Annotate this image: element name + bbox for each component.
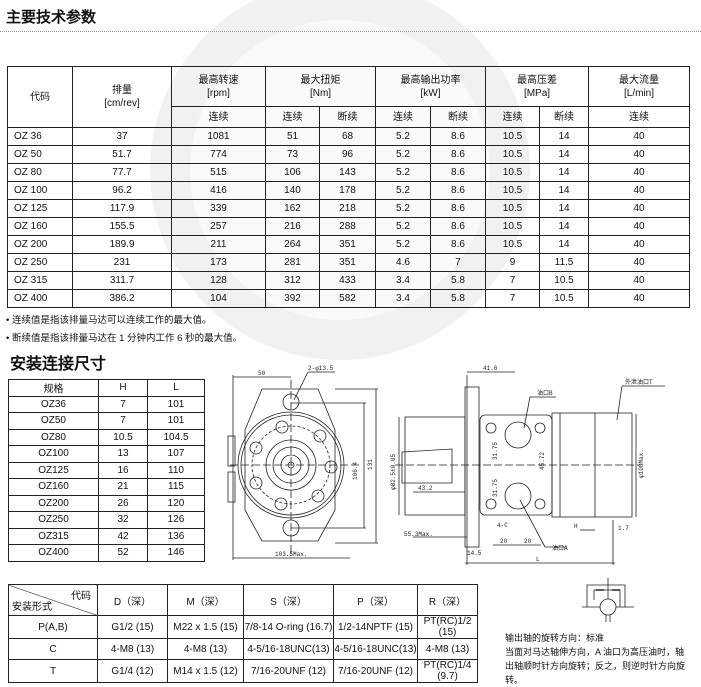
size-table: 规格 H L OZ36 7 101 OZ50 7 101 OZ80 10.5 104.5 OZ10…: [8, 379, 205, 562]
cell: 4-5/16-18UNC(13): [333, 638, 418, 660]
cell: 4-M8 (13): [97, 638, 168, 660]
dim-label: 41.6: [483, 365, 498, 372]
dim-label: 20: [524, 538, 532, 545]
cell: 4-M8 (13): [417, 638, 478, 660]
dim-label: 50: [258, 370, 266, 377]
port-b-label: 油口B: [537, 389, 553, 397]
side-view: [395, 371, 665, 565]
table-row: OZ100 13 107: [8, 445, 205, 463]
rotation-note: 输出轴的旋转方向：标准 当面对马达轴伸方向，A 油口为高压油时，轴 出轴顺时针方…: [505, 631, 701, 687]
table-row: OZ36 7 101: [8, 395, 205, 413]
cell: G1/2 (15): [97, 615, 168, 639]
row-label: C: [8, 638, 98, 660]
page-title: 主要技术参数: [6, 9, 97, 26]
col-displacement: 排量 [cm/rev]: [72, 66, 172, 128]
note-continuous: • 连续值是指该排量马达可以连续工作的最大值。: [6, 315, 212, 326]
cell: 7/16-20UNF (12): [243, 659, 334, 683]
cell: 4-5/16-18UNC(13): [243, 638, 334, 660]
cell: G1/4 (12): [97, 659, 168, 683]
table-row: OZ160 21 115: [8, 478, 205, 496]
col-s: S（深）: [243, 584, 334, 616]
dim-label: 1.7: [618, 525, 629, 532]
cell: 40: [588, 127, 690, 146]
dim-label: φ108Max.: [638, 449, 645, 478]
dim-label: 31.75: [492, 442, 499, 460]
cell: 110: [147, 461, 205, 479]
cell: 146: [147, 544, 205, 562]
corner-header: 代码 安装形式: [8, 584, 98, 616]
dim-label: 43.2: [418, 485, 433, 492]
col-torque: 最大扭矩 [Nm]: [265, 66, 376, 107]
dim-label: 20: [500, 538, 508, 545]
dim-label: 131: [367, 459, 374, 470]
section-title: 安装连接尺寸: [10, 356, 107, 373]
table-row: C 4-M8 (13) 4-M8 (13) 4-5/16-18UNC(13) 4-5/1…: [8, 638, 478, 660]
dim-label: φ82.5±0.05: [390, 454, 397, 490]
table-row: OZ 400 386.2 104 392 582 3.4 5.8 7 10.5 40: [7, 289, 690, 308]
col-r: R（深）: [417, 584, 478, 616]
dim-label: 31.75: [492, 479, 499, 497]
cell: 1/2-14NPTF (15): [333, 615, 418, 639]
dim-label: 55.3Max.: [404, 531, 433, 538]
cell: M22 x 1.5 (15): [167, 615, 244, 639]
front-view: [227, 371, 378, 560]
dim-label: 45.72: [539, 452, 546, 470]
port-a-label: 油口A: [552, 544, 568, 552]
cell: 4-M8 (13): [167, 638, 244, 660]
table-row: OZ80 10.5 104.5: [8, 428, 205, 446]
row-label: OZ 400: [7, 289, 73, 308]
row-label: T: [8, 659, 98, 683]
port-table: 代码 安装形式 D（深） M（深） S（深） P（深） R（深） P(A,B) G1…: [8, 584, 478, 683]
table-row: P(A,B) G1/2 (15) M22 x 1.5 (15) 7/8-14 O-ri…: [8, 615, 478, 639]
spec-table: 代码 排量 [cm/rev] 最高转速 [rpm] 最大扭矩 [Nm] 最高输出功率[…: [7, 66, 690, 308]
dim-label: 106.4: [352, 462, 359, 480]
table-row: OZ 250 231 173 281 351 4.6 7 9 11.5 40: [7, 253, 690, 272]
dim-label: 103.5Max.: [275, 551, 307, 558]
rotation-line: 输出轴的旋转方向：标准: [505, 633, 605, 643]
note-intermittent: • 断续值是指该排量马达在 1 分钟内工作 6 秒的最大值。: [6, 333, 243, 344]
row-label: OZ400: [8, 544, 99, 562]
col-d: D（深）: [97, 584, 168, 616]
col-flow: 最大流量 [L/min]: [588, 66, 690, 107]
col-power: 最高输出功率 [kW]: [375, 66, 486, 107]
divider: [0, 31, 701, 32]
table-row: OZ400 52 146: [8, 544, 205, 562]
cell: 7/16-20UNF (12): [333, 659, 418, 683]
cell: PT(RC)1/2 (15): [417, 615, 478, 639]
col-m: M（深）: [167, 584, 244, 616]
dim-label: 2-φ13.5: [308, 365, 334, 372]
cell: 52: [98, 544, 148, 562]
table-row: OZ200 26 120: [8, 494, 205, 512]
table-row: OZ 36 37 1081 51 68 5.2 8.6 10.5 14 40: [7, 127, 690, 146]
table-row: OZ 315 311.7 128 312 433 3.4 5.8 7 10.5 40: [7, 271, 690, 290]
col-p: P（深）: [333, 584, 418, 616]
cell: M14 x 1.5 (12): [167, 659, 244, 683]
table-row: T G1/4 (12) M14 x 1.5 (12) 7/16-20UNF (12) 7…: [8, 659, 478, 683]
hydraulic-motor-symbol: [582, 578, 634, 622]
cell: PT(RC)1/4 (9.7): [417, 659, 478, 683]
rotation-line: 出轴顺时针方向旋转；反之，则逆时针方向旋转。: [505, 661, 686, 685]
rotation-line: 当面对马达轴伸方向，A 油口为高压油时，轴: [505, 647, 685, 657]
cell: 7: [485, 289, 540, 308]
drain-port-label: 外泄油口T: [625, 378, 653, 386]
dim-label: L: [536, 556, 540, 563]
dim-label: 14.5: [467, 550, 482, 557]
row-label: P(A,B): [8, 615, 98, 639]
dim-label: 4-C: [497, 522, 508, 529]
cell: 7/8-14 O-ring (16.7): [243, 615, 334, 639]
cell: 40: [588, 289, 690, 308]
dim-label: H: [574, 523, 578, 530]
